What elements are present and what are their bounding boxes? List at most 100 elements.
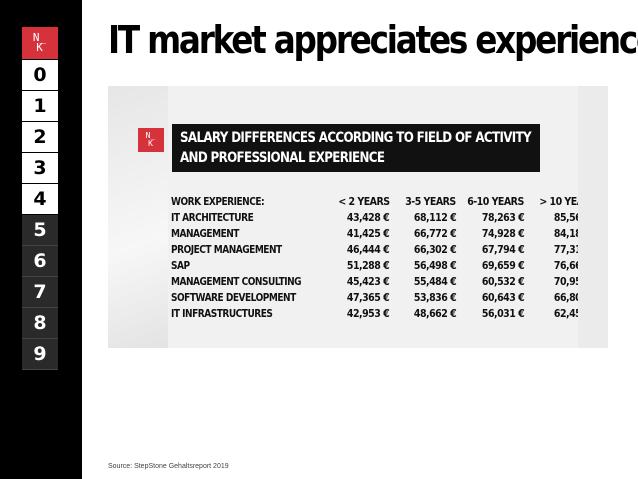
salary-value: 51,288 € bbox=[346, 259, 390, 272]
nav-item-5[interactable]: 5 bbox=[22, 215, 58, 246]
row-label: SOFTWARE DEVELOPMENT bbox=[171, 290, 330, 306]
nav-item-0[interactable]: 0 bbox=[22, 60, 58, 91]
salary-cell: 84,180 € bbox=[524, 226, 597, 242]
salary-value: 43,428 € bbox=[346, 211, 390, 224]
salary-cell: 6-10 YEARS bbox=[456, 194, 525, 210]
salary-cell: 76,661 € bbox=[524, 258, 597, 274]
nav-item-9[interactable]: 9 bbox=[22, 339, 58, 370]
row-label-text: IT INFRASTRUCTURES bbox=[171, 307, 273, 320]
table-row: PROJECT MANAGEMENT 46,444 € 66,302 € 67,794… bbox=[171, 242, 597, 258]
row-label: MANAGEMENT CONSULTING bbox=[171, 274, 330, 290]
table-header-row: WORK EXPERIENCE: < 2 YEARS 3-5 YEARS 6-10 Y… bbox=[171, 194, 597, 210]
salary-value: 77,317 € bbox=[553, 243, 597, 256]
salary-value: 66,772 € bbox=[413, 227, 457, 240]
nav-item-8[interactable]: 8 bbox=[22, 308, 58, 339]
salary-value: 74,928 € bbox=[481, 227, 525, 240]
figure-heading-line-1: SALARY DIFFERENCES ACCORDING TO FIELD OF… bbox=[180, 130, 532, 146]
salary-cell: 60,643 € bbox=[456, 290, 525, 306]
salary-cell: 51,288 € bbox=[330, 258, 390, 274]
salary-value: 70,957 € bbox=[553, 275, 597, 288]
salary-cell: 67,794 € bbox=[456, 242, 525, 258]
salary-value: 47,365 € bbox=[346, 291, 390, 304]
salary-value: 69,659 € bbox=[481, 259, 525, 272]
row-label-text: PROJECT MANAGEMENT bbox=[171, 243, 282, 256]
salary-cell: 48,662 € bbox=[389, 306, 457, 322]
salary-value: 56,498 € bbox=[413, 259, 457, 272]
salary-cell: 77,317 € bbox=[524, 242, 597, 258]
salary-cell: 68,112 € bbox=[389, 210, 457, 226]
salary-figure: N̲ K SALARY DIFFERENCES ACCORDING TO FIEL… bbox=[108, 86, 608, 348]
salary-value: 62,451 € bbox=[553, 307, 597, 320]
salary-cell: 78,263 € bbox=[456, 210, 525, 226]
row-label-text: IT ARCHITECTURE bbox=[171, 211, 254, 224]
salary-value: 41,425 € bbox=[346, 227, 390, 240]
salary-cell: 85,566 € bbox=[524, 210, 597, 226]
figure-logo: N̲ K bbox=[138, 128, 164, 152]
nav-item-7[interactable]: 7 bbox=[22, 277, 58, 308]
row-label-text: MANAGEMENT CONSULTING bbox=[171, 275, 302, 288]
salary-value: 66,804 € bbox=[553, 291, 597, 304]
salary-cell: 60,532 € bbox=[456, 274, 525, 290]
salary-value: 45,423 € bbox=[346, 275, 390, 288]
salary-value: 66,302 € bbox=[413, 243, 457, 256]
salary-value: 48,662 € bbox=[413, 307, 457, 320]
nav-item-1[interactable]: 1 bbox=[22, 91, 58, 122]
salary-value: > 10 YEARS bbox=[538, 195, 597, 208]
salary-cell: 55,484 € bbox=[389, 274, 457, 290]
salary-cell: 74,928 € bbox=[456, 226, 525, 242]
salary-value: 78,263 € bbox=[481, 211, 525, 224]
salary-value: 42,953 € bbox=[346, 307, 390, 320]
salary-cell: 46,444 € bbox=[330, 242, 390, 258]
salary-value: 85,566 € bbox=[553, 211, 597, 224]
salary-value: 60,532 € bbox=[481, 275, 525, 288]
figure-heading-line-2: AND PROFESSIONAL EXPERIENCE bbox=[180, 150, 385, 166]
row-label: SAP bbox=[171, 258, 330, 274]
nav-item-2[interactable]: 2 bbox=[22, 122, 58, 153]
nav-item-3[interactable]: 3 bbox=[22, 153, 58, 184]
salary-value: 6-10 YEARS bbox=[467, 195, 525, 208]
nav-item-4[interactable]: 4 bbox=[22, 184, 58, 215]
salary-cell: 69,659 € bbox=[456, 258, 525, 274]
table-row: SOFTWARE DEVELOPMENT 47,365 € 53,836 € 60,6… bbox=[171, 290, 597, 306]
salary-value: 53,836 € bbox=[413, 291, 457, 304]
table-row: SAP 51,288 € 56,498 € 69,659 € 76,661 € bbox=[171, 258, 597, 274]
row-label: IT ARCHITECTURE bbox=[171, 210, 330, 226]
nav-item-6[interactable]: 6 bbox=[22, 246, 58, 277]
salary-value: 46,444 € bbox=[346, 243, 390, 256]
salary-value: 55,484 € bbox=[413, 275, 457, 288]
brand-logo: N̲ K bbox=[22, 27, 58, 59]
salary-cell: 56,031 € bbox=[456, 306, 525, 322]
salary-cell: 70,957 € bbox=[524, 274, 597, 290]
salary-value: < 2 YEARS bbox=[337, 195, 390, 208]
row-label: MANAGEMENT bbox=[171, 226, 330, 242]
salary-value: 68,112 € bbox=[413, 211, 457, 224]
row-label-text: MANAGEMENT bbox=[171, 227, 239, 240]
source-note: Source: StepStone Gehaltsreport 2019 bbox=[108, 463, 229, 470]
row-label: IT INFRASTRUCTURES bbox=[171, 306, 330, 322]
salary-cell: 62,451 € bbox=[524, 306, 597, 322]
table-row: MANAGEMENT CONSULTING 45,423 € 55,484 € 60,… bbox=[171, 274, 597, 290]
salary-value: 60,643 € bbox=[481, 291, 525, 304]
salary-cell: 56,498 € bbox=[389, 258, 457, 274]
brand-logo-glyph: N̲ K bbox=[32, 31, 48, 54]
salary-cell: < 2 YEARS bbox=[330, 194, 390, 210]
row-label-text: SAP bbox=[171, 259, 190, 272]
table-row: IT INFRASTRUCTURES 42,953 € 48,662 € 56,031… bbox=[171, 306, 597, 322]
table-row: MANAGEMENT 41,425 € 66,772 € 74,928 € 84,180… bbox=[171, 226, 597, 242]
salary-cell: 47,365 € bbox=[330, 290, 390, 306]
salary-table: WORK EXPERIENCE: < 2 YEARS 3-5 YEARS 6-10 Y… bbox=[171, 194, 597, 322]
salary-cell: > 10 YEARS bbox=[524, 194, 597, 210]
salary-cell: 43,428 € bbox=[330, 210, 390, 226]
salary-value: 67,794 € bbox=[481, 243, 525, 256]
salary-cell: 53,836 € bbox=[389, 290, 457, 306]
figure-logo-glyph: N̲ K bbox=[145, 131, 157, 148]
salary-value: 76,661 € bbox=[553, 259, 597, 272]
salary-cell: 66,804 € bbox=[524, 290, 597, 306]
page-title: IT market appreciates experience bbox=[108, 18, 638, 62]
row-label-text: SOFTWARE DEVELOPMENT bbox=[171, 291, 296, 304]
row-label-text: WORK EXPERIENCE: bbox=[171, 195, 265, 208]
salary-value: 84,180 € bbox=[553, 227, 597, 240]
salary-cell: 66,302 € bbox=[389, 242, 457, 258]
row-label: WORK EXPERIENCE: bbox=[171, 194, 330, 210]
